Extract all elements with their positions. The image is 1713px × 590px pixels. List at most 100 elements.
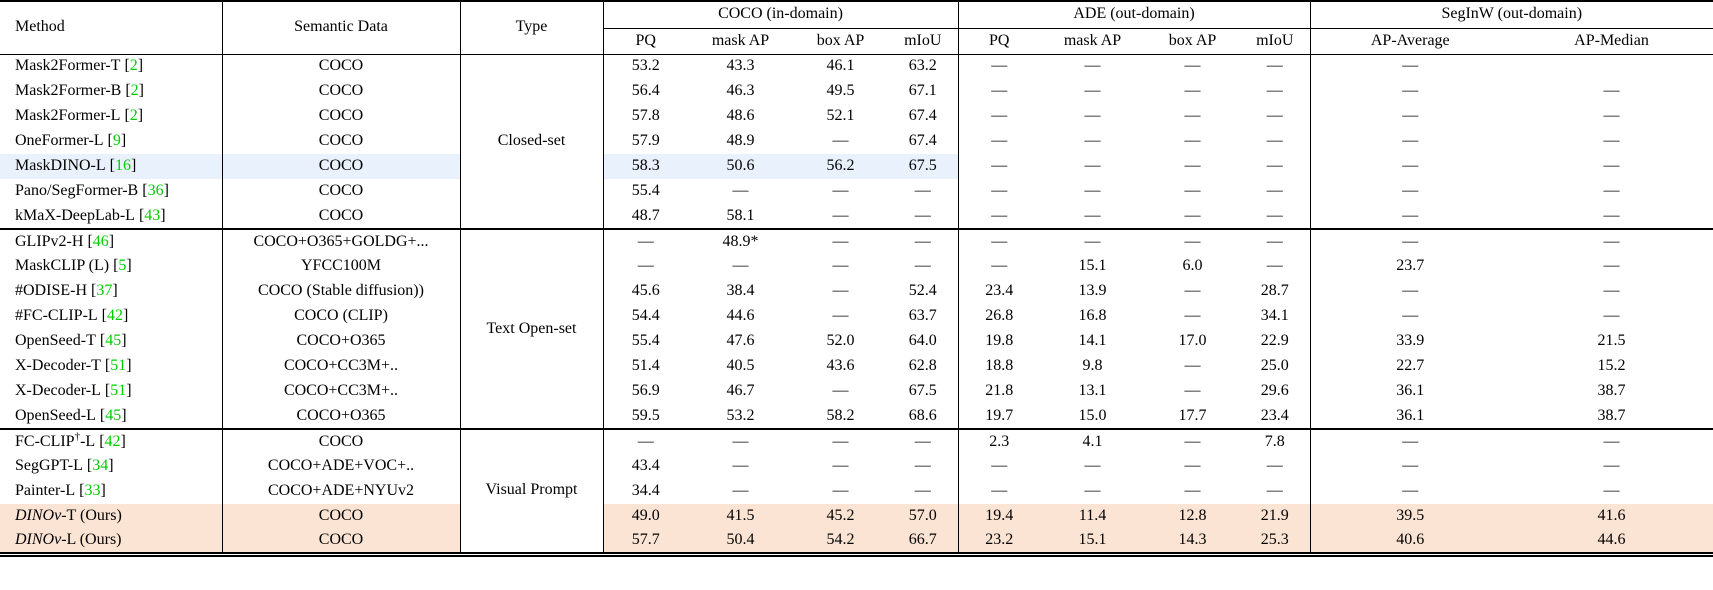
method-cell: #FC-CLIP-L [42]: [0, 304, 223, 329]
metric-cell: —: [1240, 228, 1311, 254]
method-cell: OpenSeed-L [45]: [0, 404, 223, 429]
subcol-header-coco-box-ap: box AP: [793, 28, 888, 55]
metric-cell: —: [991, 182, 1008, 200]
method-cell: Mask2Former-T [2]: [0, 54, 223, 79]
metric-cell: 48.6: [726, 107, 755, 125]
citation: [33]: [75, 482, 106, 500]
metric-cell: 38.7: [1597, 406, 1626, 424]
citation: [34]: [82, 457, 114, 475]
metric-cell: —: [732, 482, 749, 500]
metric-cell: 48.7: [631, 206, 660, 224]
metric-cell: 62.8: [888, 354, 959, 379]
semantic-data-cell: COCO: [222, 179, 461, 204]
metric-cell: 36.1: [1396, 382, 1425, 400]
citation-number: 9: [112, 132, 121, 150]
metric-cell: 15.1: [1078, 257, 1107, 275]
metric-cell: —: [603, 428, 688, 454]
metric-cell: —: [832, 206, 849, 224]
metric-cell: —: [1184, 457, 1201, 475]
metric-cell: 49.5: [826, 82, 855, 100]
group-header-coco: COCO (in-domain): [603, 1, 959, 29]
metric-cell: 7.8: [1240, 428, 1311, 454]
metric-cell: —: [1240, 179, 1311, 204]
group-header-seginw: SegInW (out-domain): [1310, 1, 1713, 29]
metric-cell: 19.8: [985, 332, 1014, 350]
method-cell: GLIPv2-H [46]: [0, 228, 223, 254]
metric-cell: —: [1184, 107, 1201, 125]
metric-cell: —: [1184, 357, 1201, 375]
metric-cell: 53.2: [726, 406, 755, 424]
metric-cell: 33.9: [1396, 332, 1425, 350]
metric-cell: —: [1603, 82, 1620, 100]
metric-cell: —: [1184, 282, 1201, 300]
type-cell: Text Open-set: [460, 228, 604, 429]
semantic-data-cell: COCO: [222, 154, 461, 179]
citation-number: 16: [114, 157, 131, 175]
metric-cell: —: [1184, 157, 1201, 175]
table-row: Mask2Former-B [2] COCO 56.4 46.3 49.5 67.1 — — —…: [0, 79, 1713, 104]
metric-cell: —: [1084, 157, 1101, 175]
metric-cell: —: [1184, 182, 1201, 200]
metric-cell: 56.9: [631, 382, 660, 400]
citation-number: 45: [105, 406, 122, 424]
metric-cell: 36.1: [1396, 406, 1425, 424]
metric-cell: 54.2: [793, 529, 888, 554]
metric-cell: 34.4: [631, 482, 660, 500]
citation: [51]: [100, 382, 132, 400]
metric-cell: —: [1084, 457, 1101, 475]
metric-cell: 23.7: [1396, 257, 1425, 275]
citation: [42]: [95, 432, 126, 450]
metric-cell: —: [603, 228, 688, 254]
metric-cell: —: [832, 382, 849, 400]
metric-cell: 44.6: [1510, 529, 1713, 554]
metric-cell: —: [991, 257, 1008, 275]
method-cell: Painter-L [33]: [0, 479, 223, 504]
metric-cell: 67.5: [888, 154, 959, 179]
metric-cell: [1510, 54, 1713, 79]
metric-cell: 19.7: [985, 406, 1014, 424]
metric-cell: —: [832, 457, 849, 475]
citation: [43]: [134, 206, 166, 224]
metric-cell: 21.8: [985, 382, 1014, 400]
method-cell: kMaX-DeepLab-L [43]: [0, 204, 223, 229]
subcol-header-coco-mask-ap: mask AP: [688, 28, 793, 55]
citation: [2]: [120, 57, 144, 75]
citation: [37]: [87, 282, 118, 300]
subcol-header-ade-mask-ap: mask AP: [1040, 28, 1145, 55]
metric-cell: 67.1: [888, 79, 959, 104]
citation-number: 2: [129, 107, 138, 125]
metric-cell: 52.1: [826, 107, 855, 125]
metric-cell: —: [888, 254, 959, 279]
metric-cell: —: [1240, 129, 1311, 154]
metric-cell: 13.1: [1078, 382, 1107, 400]
table-row: DINOv-L (Ours) COCO 57.7 50.4 54.2 66.7 23.2 15…: [0, 529, 1713, 554]
metric-cell: —: [1402, 282, 1419, 300]
citation: [36]: [138, 182, 169, 200]
table-row: DINOv-T (Ours) COCO 49.0 41.5 45.2 57.0 19.4 11…: [0, 504, 1713, 529]
table-row: Mask2Former-T [2] COCO Closed-set 53.2 43.3 4…: [0, 54, 1713, 229]
semantic-data-cell: COCO+O365: [222, 404, 461, 429]
metric-cell: —: [1240, 479, 1311, 504]
citation: [42]: [97, 307, 129, 325]
method-cell: SegGPT-L [34]: [0, 454, 223, 479]
table-row: MaskCLIP (L) [5] YFCC100M — — — — — 15.1 6.0 — 23.…: [0, 254, 1713, 279]
type-cell: Visual Prompt: [460, 428, 604, 554]
metric-cell: —: [1310, 428, 1510, 454]
citation-number: 2: [129, 57, 138, 75]
semantic-data-cell: COCO+O365+GOLDG+...: [222, 228, 461, 254]
method-cell: FC-CLIP†-L [42]: [0, 428, 223, 454]
metric-cell: —: [991, 107, 1008, 125]
metric-cell: —: [732, 182, 749, 200]
citation: [2]: [121, 82, 144, 100]
metric-cell: —: [1240, 454, 1311, 479]
metric-cell: 52.4: [888, 279, 959, 304]
header-group-row: Method Semantic Data Type COCO (in-domai…: [0, 1, 1713, 55]
metric-cell: 23.2: [958, 529, 1040, 554]
table-row: Mask2Former-L [2] COCO 57.8 48.6 52.1 67.4 — — —…: [0, 104, 1713, 129]
metric-cell: —: [1240, 204, 1311, 229]
metric-cell: —: [1084, 107, 1101, 125]
metric-cell: 45.2: [793, 504, 888, 529]
citation-number: 36: [147, 182, 164, 200]
metric-cell: —: [1603, 206, 1620, 224]
metric-cell: —: [1603, 132, 1620, 150]
